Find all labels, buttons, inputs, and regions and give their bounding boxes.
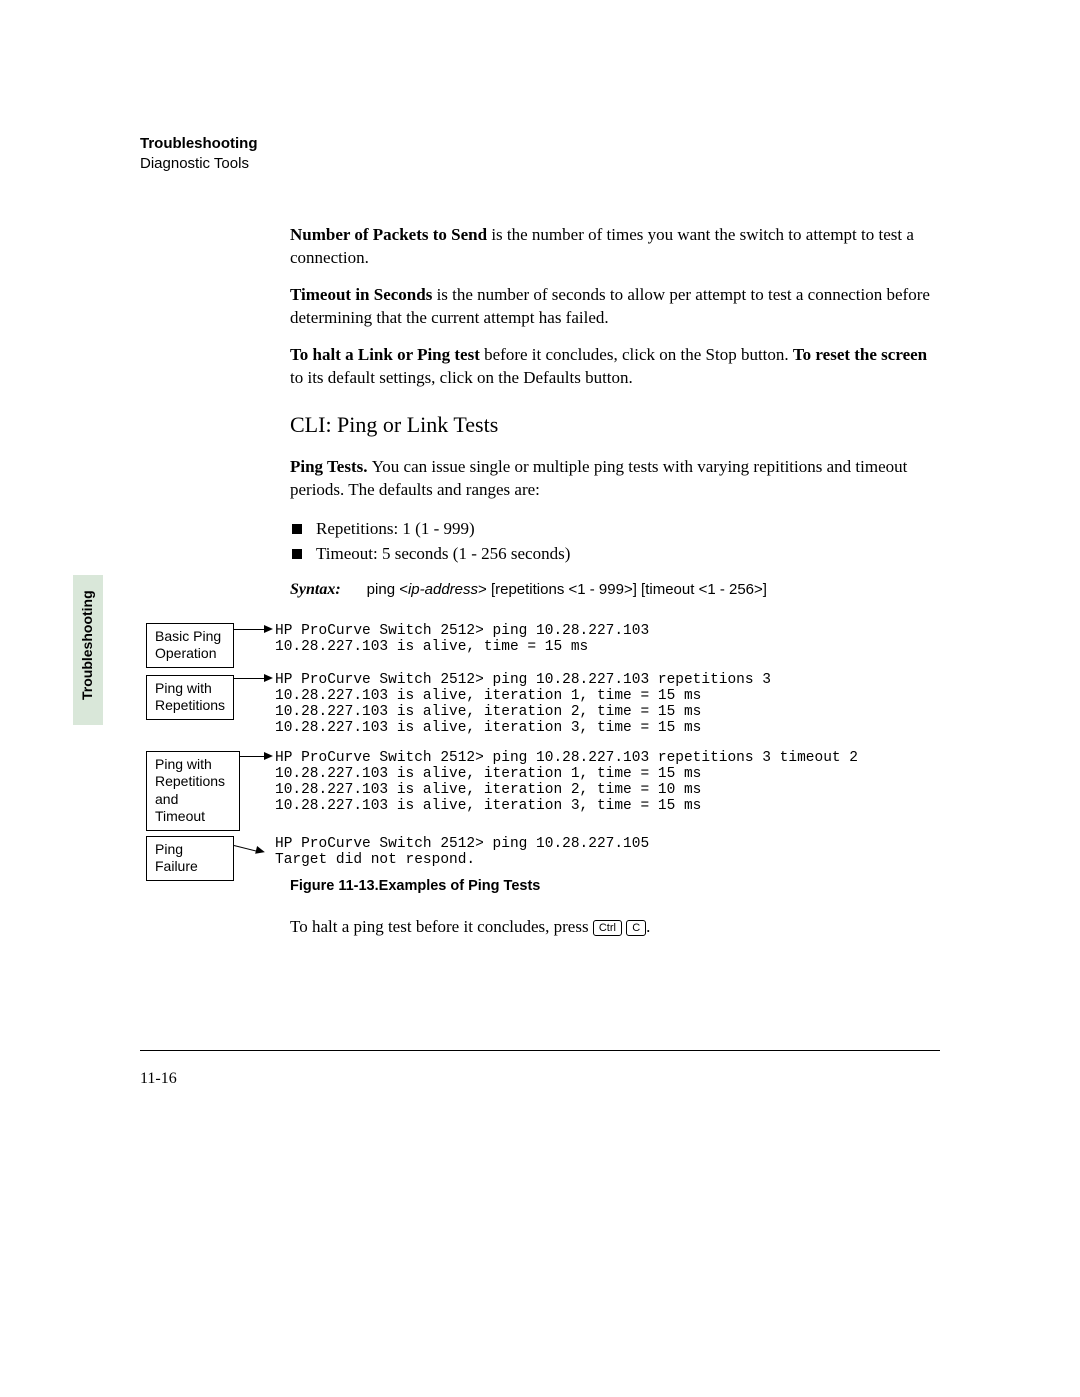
syntax-body: ping <ip-address> [repetitions <1 - 999>…: [367, 581, 767, 599]
header-title: Troubleshooting: [140, 135, 940, 152]
para-pingtests: Ping Tests. You can issue single or mult…: [290, 456, 940, 502]
para-pingtests-rest: You can issue single or multiple ping te…: [290, 457, 907, 499]
header-subtitle: Diagnostic Tools: [140, 155, 940, 172]
arrow-head-icon: [255, 846, 266, 856]
callout-ping-failure: Ping Failure: [146, 836, 234, 881]
page-content: Troubleshooting Diagnostic Tools Number …: [140, 135, 940, 963]
arrow-head-icon: [264, 752, 273, 760]
terminal-output-rep: HP ProCurve Switch 2512> ping 10.28.227.…: [275, 672, 771, 737]
bullet-row: Timeout: 5 seconds (1 - 256 seconds): [290, 541, 940, 567]
terminal-output-failure: HP ProCurve Switch 2512> ping 10.28.227.…: [275, 836, 649, 868]
footer-rule: [140, 1050, 940, 1051]
para-pingtests-bold: Ping Tests.: [290, 457, 372, 476]
arrow-line: [234, 845, 258, 852]
callout-basic-ping: Basic Ping Operation: [146, 623, 234, 668]
bullet-row: Repetitions: 1 (1 - 999): [290, 516, 940, 542]
syntax-post: > [repetitions <1 - 999>] [timeout <1 - …: [478, 581, 767, 598]
square-bullet-icon: [292, 524, 302, 534]
callout-repetitions: Ping with Repetitions: [146, 675, 234, 720]
page-number: 11-16: [140, 1070, 177, 1088]
syntax-row: Syntax: ping <ip-address> [repetitions <…: [290, 581, 940, 599]
body-column: Number of Packets to Send is the number …: [290, 224, 940, 599]
closing-post: .: [646, 917, 650, 936]
side-tab-label: Troubleshooting: [79, 590, 95, 700]
bullet-text: Repetitions: 1 (1 - 999): [316, 516, 475, 542]
arrow-line: [234, 678, 266, 679]
para-timeout: Timeout in Seconds is the number of seco…: [290, 284, 940, 330]
key-c: C: [626, 920, 646, 936]
para-halt-rest: before it concludes, click on the Stop b…: [480, 345, 793, 364]
page-header: Troubleshooting Diagnostic Tools: [140, 135, 940, 172]
bullet-text: Timeout: 5 seconds (1 - 256 seconds): [316, 541, 570, 567]
terminal-output-basic: HP ProCurve Switch 2512> ping 10.28.227.…: [275, 623, 649, 655]
para-timeout-bold: Timeout in Seconds: [290, 285, 432, 304]
para-halt-bold: To halt a Link or Ping test: [290, 345, 480, 364]
terminal-output-rep-timeout: HP ProCurve Switch 2512> ping 10.28.227.…: [275, 750, 858, 815]
para-packets: Number of Packets to Send is the number …: [290, 224, 940, 270]
closing-pre: To halt a ping test before it concludes,…: [290, 917, 593, 936]
para-reset-rest: to its default settings, click on the De…: [290, 368, 633, 387]
figure-ping-examples: Basic Ping Operation Ping with Repetitio…: [140, 623, 940, 963]
key-ctrl: Ctrl: [593, 920, 622, 936]
para-halt: To halt a Link or Ping test before it co…: [290, 344, 940, 390]
arrow-line: [240, 756, 266, 757]
para-reset-bold: To reset the screen: [793, 345, 927, 364]
para-packets-bold: Number of Packets to Send: [290, 225, 487, 244]
closing-sentence: To halt a ping test before it concludes,…: [290, 917, 650, 937]
syntax-label: Syntax:: [290, 581, 341, 599]
arrow-line: [234, 629, 266, 630]
section-heading: CLI: Ping or Link Tests: [290, 412, 940, 438]
arrow-head-icon: [264, 625, 273, 633]
callout-rep-timeout: Ping with Repetitions and Timeout: [146, 751, 240, 831]
figure-caption: Figure 11-13.Examples of Ping Tests: [290, 878, 540, 894]
syntax-ip: ip-address: [408, 581, 478, 598]
arrow-head-icon: [264, 674, 273, 682]
syntax-pre: ping <: [367, 581, 408, 598]
bullet-list: Repetitions: 1 (1 - 999) Timeout: 5 seco…: [290, 516, 940, 567]
square-bullet-icon: [292, 549, 302, 559]
